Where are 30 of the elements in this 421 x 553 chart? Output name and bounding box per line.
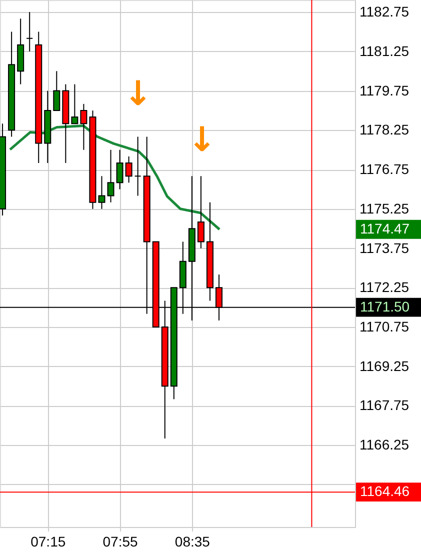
x-tick-label: 08:35 — [174, 534, 210, 550]
ref-line-label: 1171.50 — [360, 298, 410, 314]
candlestick — [197, 176, 204, 249]
candlestick — [26, 12, 34, 52]
x-tick-label: 07:55 — [102, 534, 138, 550]
y-tick-label: 1169.25 — [360, 358, 410, 374]
candlestick — [107, 149, 114, 203]
candlestick — [116, 149, 124, 190]
annotation: ↓ — [188, 120, 216, 160]
candlestick — [134, 136, 142, 196]
ref-line-label: 1164.46 — [360, 483, 410, 500]
candlestick — [98, 176, 106, 210]
candlestick — [125, 156, 132, 184]
y-tick-label: 1175.25 — [360, 200, 410, 216]
y-tick-label: 1176.75 — [360, 161, 410, 178]
y-tick-label: 1182.75 — [360, 4, 410, 20]
text: 1174.47 — [360, 220, 410, 236]
y-tick-label: 1170.75 — [360, 318, 410, 335]
y-tick-label: 1179.75 — [360, 82, 410, 98]
y-tick-label: 1181.25 — [360, 42, 410, 59]
y-tick-label: 1172.25 — [360, 279, 410, 296]
y-tick-label: 1167.75 — [360, 397, 410, 414]
candlestick — [80, 103, 88, 150]
x-tick-label: 07:15 — [30, 534, 66, 550]
annotation: ↓ — [124, 74, 152, 114]
candlestick — [71, 84, 78, 124]
candlestick — [53, 70, 60, 111]
y-tick-label: 1178.25 — [360, 122, 410, 138]
y-tick-label: 1173.75 — [360, 240, 410, 256]
y-tick-label: 1166.25 — [360, 436, 410, 453]
